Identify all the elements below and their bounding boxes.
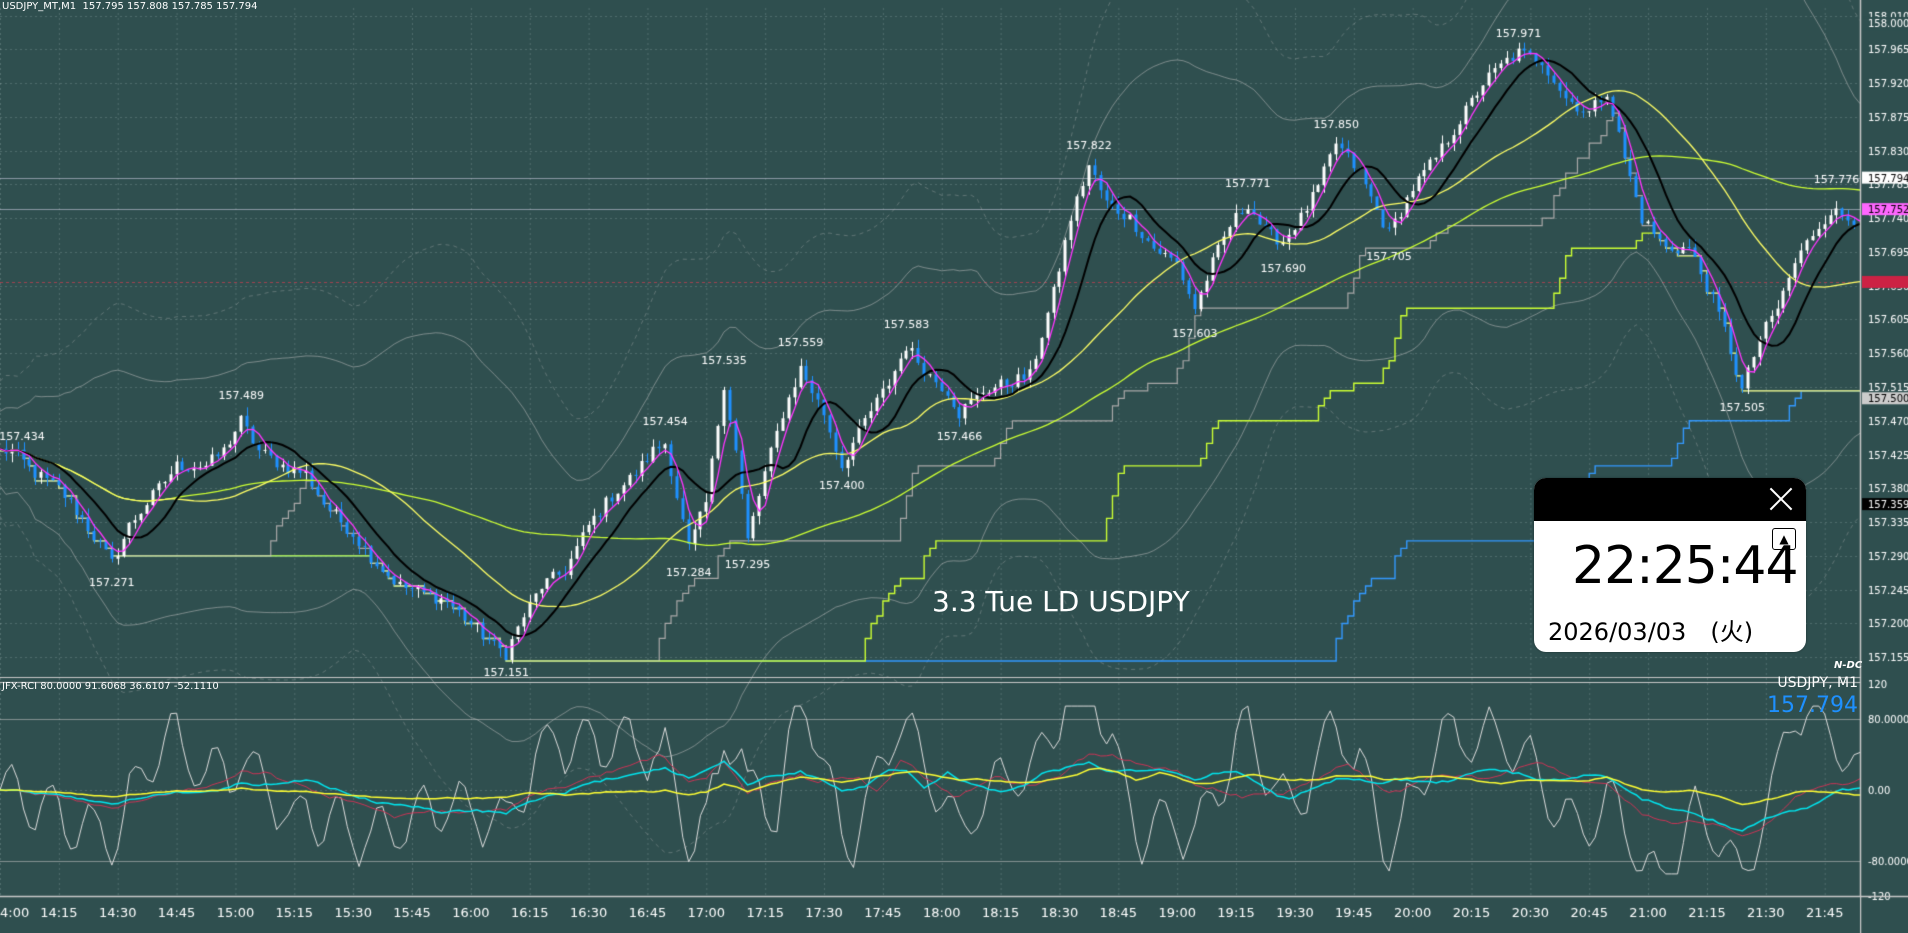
symbol-label: USDJPY, M1 (1777, 675, 1858, 691)
brand-tag: N-DC (1834, 660, 1863, 671)
chart-watermark: 3.3 Tue LD USDJPY (932, 585, 1190, 618)
clock-date: 2026/03/03 (火) (1548, 618, 1754, 646)
clock-time: 22:25:44 (1572, 536, 1799, 596)
close-icon[interactable] (1768, 486, 1794, 512)
pin-icon[interactable]: ▲ (1772, 528, 1796, 550)
chart-header: USDJPY_MT,M1 157.795 157.808 157.785 157… (2, 1, 257, 12)
symbol-price: 157.794 (1767, 693, 1858, 718)
chart-symbol-title: USDJPY_MT,M1 (2, 1, 77, 12)
clock-widget[interactable]: ▲ 22:25:44 2026/03/03 (火) (1534, 478, 1806, 652)
clock-titlebar[interactable] (1534, 478, 1806, 521)
chart-ohlc: 157.795 157.808 157.785 157.794 (82, 1, 258, 12)
indicator-header: JFX-RCI 80.0000 91.6068 36.6107 -52.1110 (2, 681, 219, 692)
